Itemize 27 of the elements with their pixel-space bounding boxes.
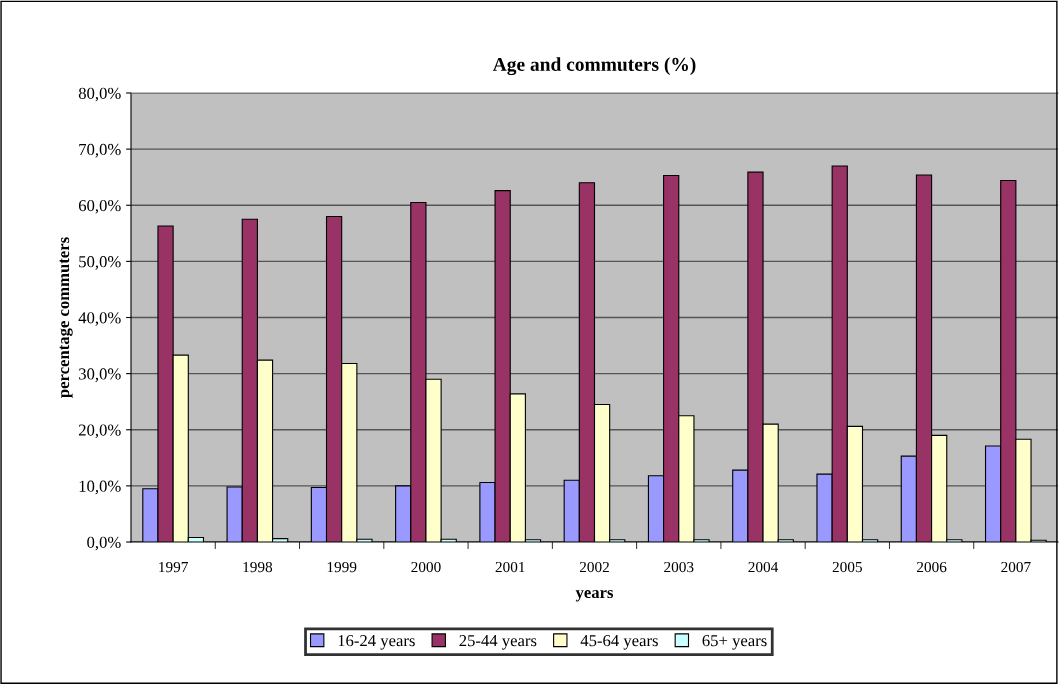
y-tick-label: 10,0% xyxy=(79,480,121,495)
x-tick-label: 2006 xyxy=(916,561,947,573)
legend-label: 16-24 years xyxy=(338,635,415,650)
x-axis-title: years xyxy=(575,590,614,602)
x-tick-label: 1999 xyxy=(327,561,357,573)
x-tick-label: 2004 xyxy=(748,561,779,573)
y-tick-label: 70,0% xyxy=(79,143,121,158)
y-tick-label: 30,0% xyxy=(79,368,121,382)
y-axis-title: percentage commuters xyxy=(59,237,73,398)
y-tick-label: 50,0% xyxy=(79,256,121,270)
y-tick-label: 60,0% xyxy=(78,199,121,214)
x-tick-label: 1997 xyxy=(159,561,188,573)
x-tick-label: 2001 xyxy=(495,561,525,573)
x-tick-label: 2000 xyxy=(411,561,441,573)
chart-title: Age and commuters (%) xyxy=(492,57,696,76)
legend-label: 25-44 years xyxy=(459,635,537,650)
x-tick-label: 1998 xyxy=(243,561,273,573)
x-tick-label: 2007 xyxy=(1001,561,1031,573)
y-tick-label: 0,0% xyxy=(87,536,121,551)
y-tick-label: 40,0% xyxy=(78,312,121,326)
x-tick-label: 2003 xyxy=(664,561,694,573)
legend-label: 45-64 years xyxy=(580,635,658,650)
x-tick-label: 2005 xyxy=(832,561,862,573)
y-tick-label: 20,0% xyxy=(78,424,121,439)
legend-label: 65+ years xyxy=(702,635,767,650)
y-tick-label: 80,0% xyxy=(78,87,121,102)
x-tick-label: 2002 xyxy=(579,561,609,573)
